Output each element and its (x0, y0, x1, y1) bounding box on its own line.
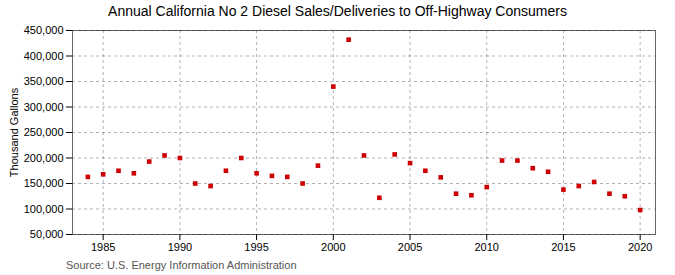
svg-text:150,000: 150,000 (24, 177, 64, 189)
svg-text:1990: 1990 (168, 241, 192, 253)
svg-text:200,000: 200,000 (24, 152, 64, 164)
svg-text:2000: 2000 (321, 241, 345, 253)
svg-text:450,000: 450,000 (24, 24, 64, 36)
svg-text:2015: 2015 (551, 241, 575, 253)
svg-text:300,000: 300,000 (24, 101, 64, 113)
svg-text:2010: 2010 (474, 241, 498, 253)
html-text:Source: U.S. Energy Informatio: Source: U.S. Energy Information Administ… (66, 259, 297, 271)
svg-text:250,000: 250,000 (24, 126, 64, 138)
svg-text:2020: 2020 (628, 241, 652, 253)
html-text:Annual California No 2 Diesel: Annual California No 2 Diesel Sales/Deli… (108, 3, 567, 19)
svg-text:Thousand Gallons: Thousand Gallons (8, 87, 20, 177)
svg-text:50,000: 50,000 (30, 228, 64, 240)
svg-text:350,000: 350,000 (24, 75, 64, 87)
svg-text:100,000: 100,000 (24, 203, 64, 215)
svg-text:1995: 1995 (244, 241, 268, 253)
svg-text:400,000: 400,000 (24, 50, 64, 62)
svg-text:1985: 1985 (91, 241, 115, 253)
svg-text:2005: 2005 (398, 241, 422, 253)
